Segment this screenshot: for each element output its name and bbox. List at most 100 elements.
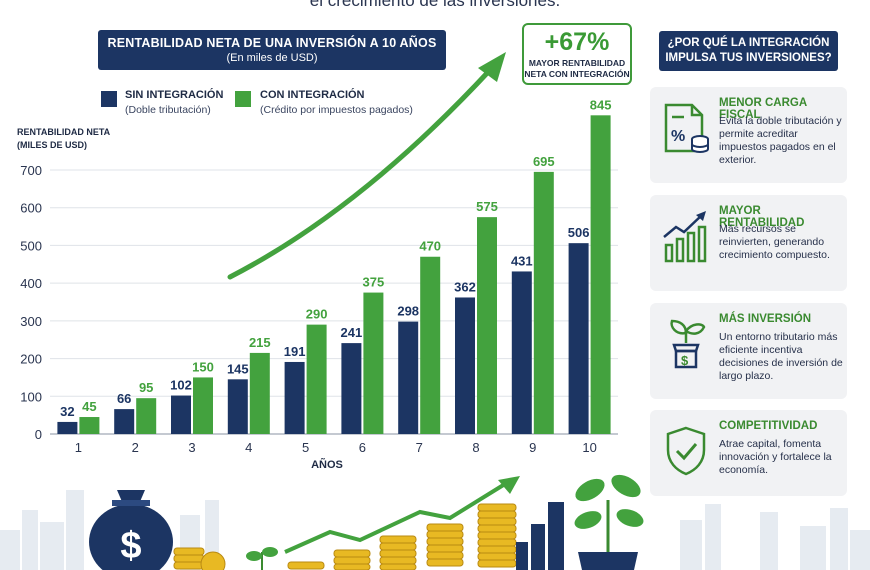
sidebar-title: ¿POR QUÉ LA INTEGRACIÓN IMPULSA TUS INVE…: [659, 31, 838, 71]
trend-arrow-head: [478, 52, 506, 82]
legend-swatch-con: [235, 91, 251, 107]
growth-chart-icon: [663, 211, 707, 263]
small-plant-icon: [246, 547, 278, 570]
data-label: 431: [511, 253, 533, 268]
card-mayor-rentabilidad: MAYOR RENTABILIDAD Más recursos se reinv…: [650, 195, 847, 291]
data-label: 150: [192, 359, 214, 374]
x-tick-label: 9: [529, 440, 536, 455]
chart-title: RENTABILIDAD NETA DE UNA INVERSIÓN A 10 …: [107, 36, 437, 50]
y-tick-label: 100: [20, 389, 42, 404]
x-tick-label: 1: [75, 440, 82, 455]
shield-check-icon: [666, 426, 706, 476]
y-tick-label: 300: [20, 314, 42, 329]
legend-label-sin: SIN INTEGRACIÓN: [125, 89, 224, 101]
tax-document-icon: %: [664, 103, 709, 153]
data-label: 241: [341, 325, 363, 340]
data-label: 45: [82, 399, 96, 414]
bar-con-integracion: [477, 217, 497, 434]
bar-con-integracion: [533, 171, 554, 434]
data-label: 375: [363, 275, 385, 290]
card-text: Más recursos se reinvierten, generando c…: [719, 223, 830, 261]
card-text: Atrae capital, fomenta innovación y fort…: [719, 438, 832, 476]
bar-sin-integracion: [227, 379, 248, 434]
coin-stacks: [173, 503, 517, 570]
legend-swatch-sin: [101, 91, 117, 107]
badge-line2: NETA CON INTEGRACIÓN: [524, 69, 630, 79]
chart-title-box: RENTABILIDAD NETA DE UNA INVERSIÓN A 10 …: [98, 30, 446, 70]
x-tick-label: 3: [188, 440, 195, 455]
svg-text:$: $: [681, 353, 689, 368]
x-tick-label: 8: [472, 440, 479, 455]
money-plant-icon: $: [670, 319, 706, 369]
data-label: 290: [306, 307, 328, 322]
data-label: 102: [170, 378, 192, 393]
card-competitividad: COMPETITIVIDAD Atrae capital, fomenta in…: [650, 410, 847, 496]
chart-subtitle: (En miles de USD): [226, 52, 318, 64]
card-menor-carga: % MENOR CARGA FISCAL Evita la doble trib…: [650, 87, 847, 183]
data-label: 215: [249, 335, 271, 350]
card-title: MENOR CARGA FISCAL: [719, 97, 807, 121]
data-label: 66: [117, 391, 131, 406]
legend-label-con: CON INTEGRACIÓN: [260, 89, 365, 101]
bottom-illustration: $: [0, 474, 870, 570]
y-tick-label: 700: [20, 163, 42, 178]
y-tick-label: 500: [20, 238, 42, 253]
bar-sin-integracion: [57, 421, 78, 434]
card-text: Un entorno tributario más eficiente ince…: [719, 331, 843, 382]
bar-sin-integracion: [398, 321, 419, 434]
bottom-trend-arrow: [284, 482, 507, 554]
data-label: 298: [397, 304, 419, 319]
svg-text:$: $: [120, 525, 141, 567]
bar-sin-integracion: [568, 243, 589, 434]
bar-con-integracion: [193, 377, 213, 434]
card-mas-inversion: $ MÁS INVERSIÓN Un entorno tributario má…: [650, 303, 847, 399]
data-label: 145: [227, 361, 249, 376]
page-header-title: el crecimiento de las inversiones.: [309, 0, 561, 10]
card-title: COMPETITIVIDAD: [719, 420, 818, 432]
svg-text:%: %: [671, 128, 685, 145]
x-tick-label: 6: [359, 440, 366, 455]
x-tick-label: 5: [302, 440, 309, 455]
y-tick-label: 0: [35, 427, 42, 442]
card-title: MÁS INVERSIÓN: [719, 313, 812, 325]
data-label: 470: [419, 239, 441, 254]
bottom-trend-arrow-head: [498, 476, 520, 494]
badge-line1: MAYOR RENTABILIDAD: [528, 58, 626, 68]
x-tick-label: 2: [132, 440, 139, 455]
city-skyline: [0, 490, 870, 570]
x-tick-label: 7: [416, 440, 423, 455]
data-label: 191: [284, 344, 306, 359]
badge-value: +67%: [544, 28, 610, 56]
data-label: 362: [454, 279, 476, 294]
bar-chart: RENTABILIDAD NETA (MILES DE USD) AÑOS 0 1…: [17, 52, 618, 471]
y-tick-label: 200: [20, 352, 42, 367]
sidebar-title-line2: IMPULSA TUS INVERSIONES?: [665, 52, 832, 64]
sidebar-title-line1: ¿POR QUÉ LA INTEGRACIÓN: [667, 37, 830, 49]
y-axis-title-line1: RENTABILIDAD NETA: [17, 127, 111, 137]
bar-sin-integracion: [455, 297, 475, 434]
y-tick-label: 400: [20, 276, 42, 291]
bar-sin-integracion: [114, 409, 135, 434]
data-label: 695: [533, 154, 555, 169]
bar-sin-integracion: [171, 395, 191, 434]
legend-note-con: (Crédito por impuestos pagados): [260, 104, 413, 116]
bar-con-integracion: [306, 324, 327, 434]
card-text: Evita la doble tributación y permite acr…: [719, 115, 842, 166]
rentability-badge: +67% MAYOR RENTABILIDAD NETA CON INTEGRA…: [522, 23, 632, 85]
bar-con-integracion: [249, 352, 270, 434]
bar-con-integracion: [420, 256, 441, 434]
data-label: 32: [60, 404, 74, 419]
y-axis-title-line2: (MILES DE USD): [17, 140, 87, 150]
bar-sin-integracion: [284, 361, 305, 434]
bar-con-integracion: [590, 115, 611, 435]
card-title: MAYOR RENTABILIDAD: [719, 205, 805, 229]
x-tick-label: 10: [582, 440, 596, 455]
data-label: 575: [476, 199, 498, 214]
x-axis-title: AÑOS: [311, 458, 343, 471]
data-label: 95: [139, 380, 153, 395]
data-label: 845: [590, 97, 612, 112]
money-bag-icon: $: [89, 490, 173, 570]
bar-con-integracion: [363, 292, 384, 434]
trend-arrow: [227, 67, 493, 280]
bar-con-integracion: [79, 417, 100, 434]
